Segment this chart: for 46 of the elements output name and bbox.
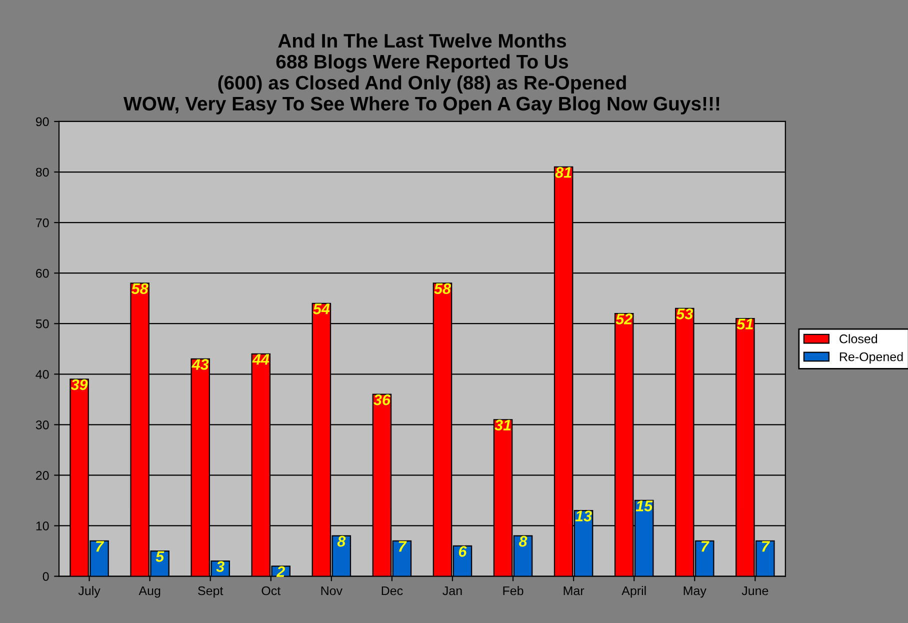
y-tick-label: 20 <box>36 471 49 480</box>
y-tick-label: 60 <box>36 268 49 278</box>
x-tick-label: Oct <box>262 586 281 596</box>
x-tick-label: Nov <box>321 586 342 596</box>
x-tick-label: May <box>684 586 706 598</box>
data-label: 7 <box>701 541 710 552</box>
data-label: 53 <box>676 308 693 320</box>
data-label: 7 <box>762 541 770 552</box>
data-label: 2 <box>276 566 285 577</box>
y-tick-label: 50 <box>36 319 49 328</box>
data-label: 7 <box>96 541 104 552</box>
y-tick-label: 0 <box>42 572 49 581</box>
data-label: 36 <box>374 394 391 406</box>
chart-title: And In The Last Twelve Months 688 Blogs Were Reported To Us (600) as Closed And Only (88) as Re-Opened WOW, Very Easy To See Where To Open A Gay Blog Now Guys!!! <box>124 33 720 114</box>
data-label: 5 <box>156 551 164 562</box>
x-tick-label: June <box>742 586 768 596</box>
data-label: 3 <box>216 561 224 572</box>
data-label: 54 <box>313 304 330 314</box>
data-label: 52 <box>616 314 632 324</box>
data-label: 13 <box>575 510 592 522</box>
x-tick-label: Dec <box>382 586 403 596</box>
y-tick-label: 70 <box>36 218 49 228</box>
data-label: 31 <box>494 420 511 430</box>
x-tick-label: April <box>622 586 646 598</box>
y-tick-label: 30 <box>36 420 49 430</box>
x-tick-label: Aug <box>138 586 160 598</box>
x-tick-label: Feb <box>503 586 524 596</box>
y-tick-label: 10 <box>36 522 49 530</box>
data-label: 58 <box>434 283 451 294</box>
x-tick-label: July <box>78 586 100 598</box>
x-tick-label: Sept <box>198 586 224 598</box>
x-tick-label: Jan <box>442 586 462 596</box>
y-tick-label: 80 <box>36 168 49 177</box>
legend-label: Re-Opened <box>840 352 903 364</box>
legend-label: Closed <box>840 334 878 344</box>
y-tick-label: 90 <box>36 117 49 126</box>
data-label: 6 <box>458 546 467 557</box>
data-label: 8 <box>337 536 346 547</box>
data-label: 51 <box>736 318 753 330</box>
x-tick-label: Mar <box>564 586 584 596</box>
y-tick-label: 40 <box>36 370 49 379</box>
data-label: 58 <box>131 283 148 294</box>
data-label: 39 <box>70 379 88 390</box>
data-label: 7 <box>398 541 407 552</box>
data-label: 8 <box>518 536 528 547</box>
data-label: 81 <box>555 167 572 178</box>
